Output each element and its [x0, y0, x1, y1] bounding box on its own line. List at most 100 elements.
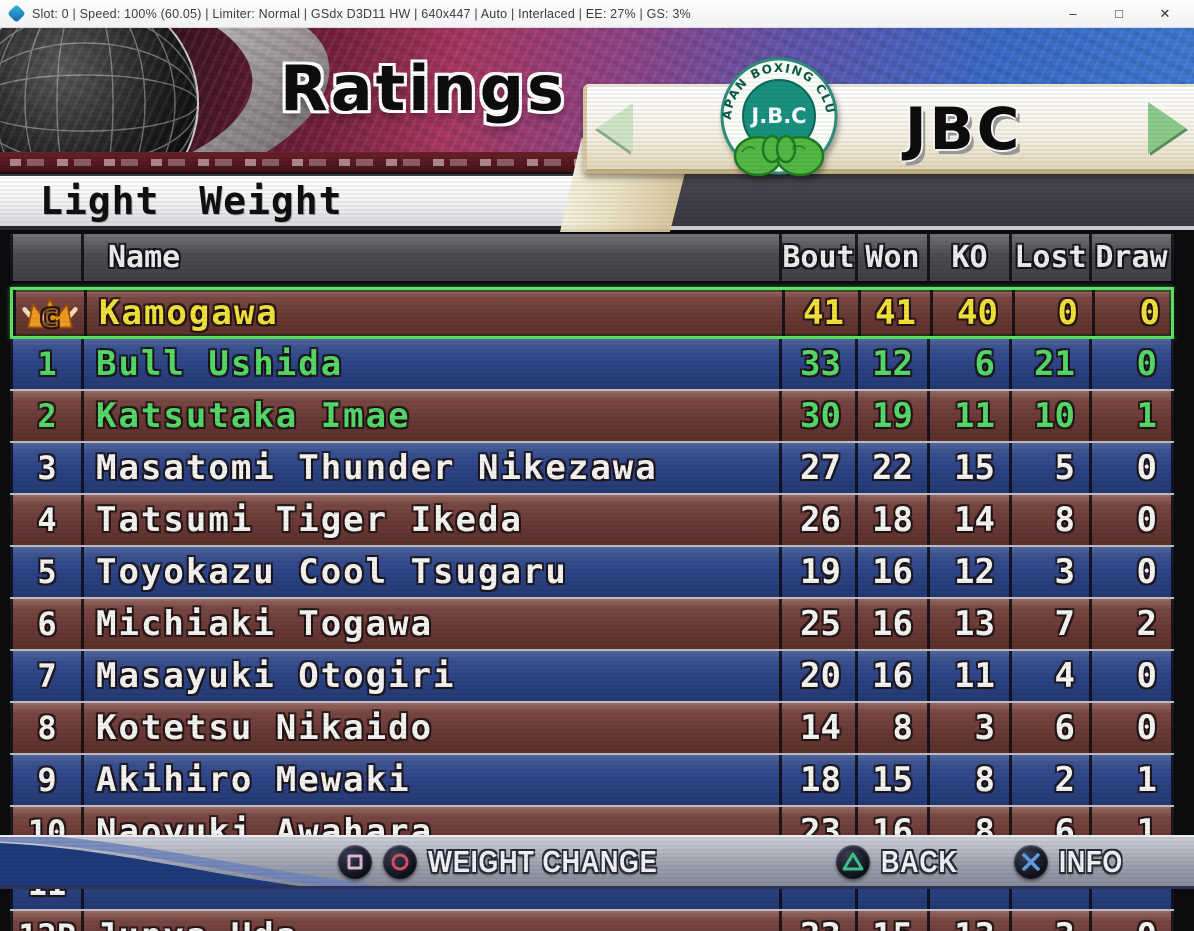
won-cell: 15 — [858, 911, 930, 931]
bout-cell: 25 — [782, 599, 858, 649]
ko-cell: 3 — [930, 703, 1012, 753]
cross-button-icon — [1014, 844, 1048, 879]
won-cell: 22 — [858, 443, 930, 493]
draw-cell: 0 — [1092, 547, 1174, 597]
ratings-table-row[interactable]: C C Kamogawa 41 41 40 0 0 — [10, 287, 1177, 339]
ratings-table-row[interactable]: 5 5 Toyokazu Cool Tsugaru 19 16 12 3 0 — [10, 547, 1174, 599]
draw-cell: 1 — [1092, 391, 1174, 441]
rank-number: 6 — [37, 605, 57, 643]
weight-change-label: WEIGHT CHANGE — [428, 843, 658, 879]
page-title: Ratings — [280, 52, 567, 125]
info-hint[interactable]: INFO — [1014, 837, 1137, 886]
window-titlebar: Slot: 0 | Speed: 100% (60.05) | Limiter:… — [0, 0, 1194, 28]
bout-cell: 41 — [785, 290, 861, 336]
ko-cell: 15 — [930, 443, 1012, 493]
table-header-row: Name Bout Won KO Lost Draw — [10, 234, 1174, 281]
draw-cell: 2 — [1092, 599, 1174, 649]
rank-cell: 2 2 — [10, 391, 84, 441]
lost-column-header: Lost — [1012, 234, 1092, 281]
previous-organization-arrow[interactable] — [597, 103, 633, 153]
ratings-table-row[interactable]: 7 7 Masayuki Otogiri 20 16 11 4 0 — [10, 651, 1174, 703]
rank-number: 5 — [37, 553, 57, 591]
boxer-name-cell: Masayuki Otogiri — [84, 651, 782, 701]
pcsx2-app-icon — [7, 4, 26, 23]
ratings-table: Name Bout Won KO Lost Draw C C Kamogawa … — [0, 230, 1194, 931]
ratings-table-row[interactable]: 9 9 Akihiro Mewaki 18 15 8 2 1 — [10, 755, 1174, 807]
jbc-logo-center-text: J.B.C — [749, 104, 806, 128]
draw-cell: 0 — [1092, 911, 1174, 931]
draw-cell: 0 — [1092, 495, 1174, 545]
bout-cell: 18 — [782, 755, 858, 805]
draw-cell: 1 — [1092, 755, 1174, 805]
square-button-icon — [338, 844, 372, 879]
bout-cell: 23 — [782, 911, 858, 931]
bout-cell: 20 — [782, 651, 858, 701]
ratings-table-row[interactable]: 3 3 Masatomi Thunder Nikezawa 27 22 15 5… — [10, 443, 1174, 495]
triangle-button-icon — [836, 844, 870, 879]
lost-cell: 2 — [1012, 755, 1092, 805]
boxing-gloves-icon — [733, 134, 825, 177]
next-organization-arrow[interactable] — [1148, 102, 1186, 154]
draw-cell: 0 — [1092, 703, 1174, 753]
ratings-table-row[interactable]: 4 4 Tatsumi Tiger Ikeda 26 18 14 8 0 — [10, 495, 1174, 547]
ratings-table-row[interactable]: 6 6 Michiaki Togawa 25 16 13 7 2 — [10, 599, 1174, 651]
boxer-name-cell: Akihiro Mewaki — [84, 755, 782, 805]
ratings-table-row[interactable]: 8 8 Kotetsu Nikaido 14 8 3 6 0 — [10, 703, 1174, 755]
name-column-header: Name — [84, 234, 782, 281]
won-cell: 15 — [858, 755, 930, 805]
rank-cell: 8 8 — [10, 703, 84, 753]
ko-cell: 11 — [930, 391, 1012, 441]
bout-column-header: Bout — [782, 234, 858, 281]
won-cell: 16 — [858, 599, 930, 649]
ko-cell: 13 — [930, 599, 1012, 649]
rank-cell: 4 4 — [10, 495, 84, 545]
close-button[interactable]: ✕ — [1159, 6, 1171, 21]
rank-number: 7 — [37, 657, 57, 695]
rank-cell: 5 5 — [10, 547, 84, 597]
ko-cell: 12 — [930, 547, 1012, 597]
lost-cell: 3 — [1012, 911, 1092, 931]
boxer-name-cell: Junya Uda — [84, 911, 782, 931]
ko-cell: 11 — [930, 651, 1012, 701]
lost-cell: 4 — [1012, 651, 1092, 701]
boxer-name-cell: Katsutaka Imae — [84, 391, 782, 441]
bout-cell: 27 — [782, 443, 858, 493]
panel-underlay — [652, 174, 1194, 230]
back-label: BACK — [881, 843, 958, 879]
rank-number: 4 — [37, 501, 57, 539]
organization-selector: JBC — [583, 84, 1194, 174]
button-hint-bar: WEIGHT CHANGE BACK INFO — [0, 835, 1194, 889]
boxer-name-cell: Kamogawa — [87, 290, 785, 336]
bout-cell: 33 — [782, 339, 858, 389]
rank-number: 8 — [37, 709, 57, 747]
info-label: INFO — [1059, 843, 1124, 879]
won-cell: 12 — [858, 339, 930, 389]
lost-cell: 5 — [1012, 443, 1092, 493]
weight-change-hint[interactable]: WEIGHT CHANGE — [338, 837, 708, 886]
rank-cell: 3 3 — [10, 443, 84, 493]
back-hint[interactable]: BACK — [836, 837, 975, 886]
lost-cell: 8 — [1012, 495, 1092, 545]
rank-number: 12P — [18, 917, 76, 931]
jbc-logo: JAPAN BOXING CLUB J.B.C — [708, 54, 838, 177]
boxer-name-cell: Bull Ushida — [84, 339, 782, 389]
ratings-table-row[interactable]: 1 1 Bull Ushida 33 12 6 21 0 — [10, 339, 1174, 391]
draw-cell: 0 — [1092, 443, 1174, 493]
rank-number: 9 — [37, 761, 57, 799]
rank-number: 2 — [37, 397, 57, 435]
boxer-name-cell: Toyokazu Cool Tsugaru — [84, 547, 782, 597]
rank-cell: 1 1 — [10, 339, 84, 389]
ko-cell: 13 — [930, 911, 1012, 931]
won-cell: 8 — [858, 703, 930, 753]
ko-column-header: KO — [930, 234, 1012, 281]
won-column-header: Won — [858, 234, 930, 281]
ratings-table-row[interactable]: 12P 12P Junya Uda 23 15 13 3 0 — [10, 911, 1174, 931]
maximize-button[interactable]: □ — [1115, 6, 1123, 21]
minimize-button[interactable]: – — [1069, 6, 1077, 21]
won-cell: 41 — [861, 290, 933, 336]
won-cell: 19 — [858, 391, 930, 441]
ticker-texture — [10, 159, 1110, 166]
draw-cell: 0 — [1095, 290, 1177, 336]
ratings-table-row[interactable]: 2 2 Katsutaka Imae 30 19 11 10 1 — [10, 391, 1174, 443]
